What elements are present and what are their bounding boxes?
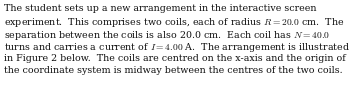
Text: separation between the coils is also 20.0 cm.  Each coil has $N = 40.0$: separation between the coils is also 20.…: [4, 29, 330, 42]
Text: the coordinate system is midway between the centres of the two coils.: the coordinate system is midway between …: [4, 66, 343, 75]
Text: The student sets up a new arrangement in the interactive screen: The student sets up a new arrangement in…: [4, 4, 316, 13]
Text: turns and carries a current of $I = 4.00$ A.  The arrangement is illustrated: turns and carries a current of $I = 4.00…: [4, 41, 350, 54]
Text: in Figure 2 below.  The coils are centred on the x-axis and the origin of: in Figure 2 below. The coils are centred…: [4, 54, 346, 63]
Text: experiment.  This comprises two coils, each of radius $R = 20.0$ cm.  The: experiment. This comprises two coils, ea…: [4, 16, 344, 29]
